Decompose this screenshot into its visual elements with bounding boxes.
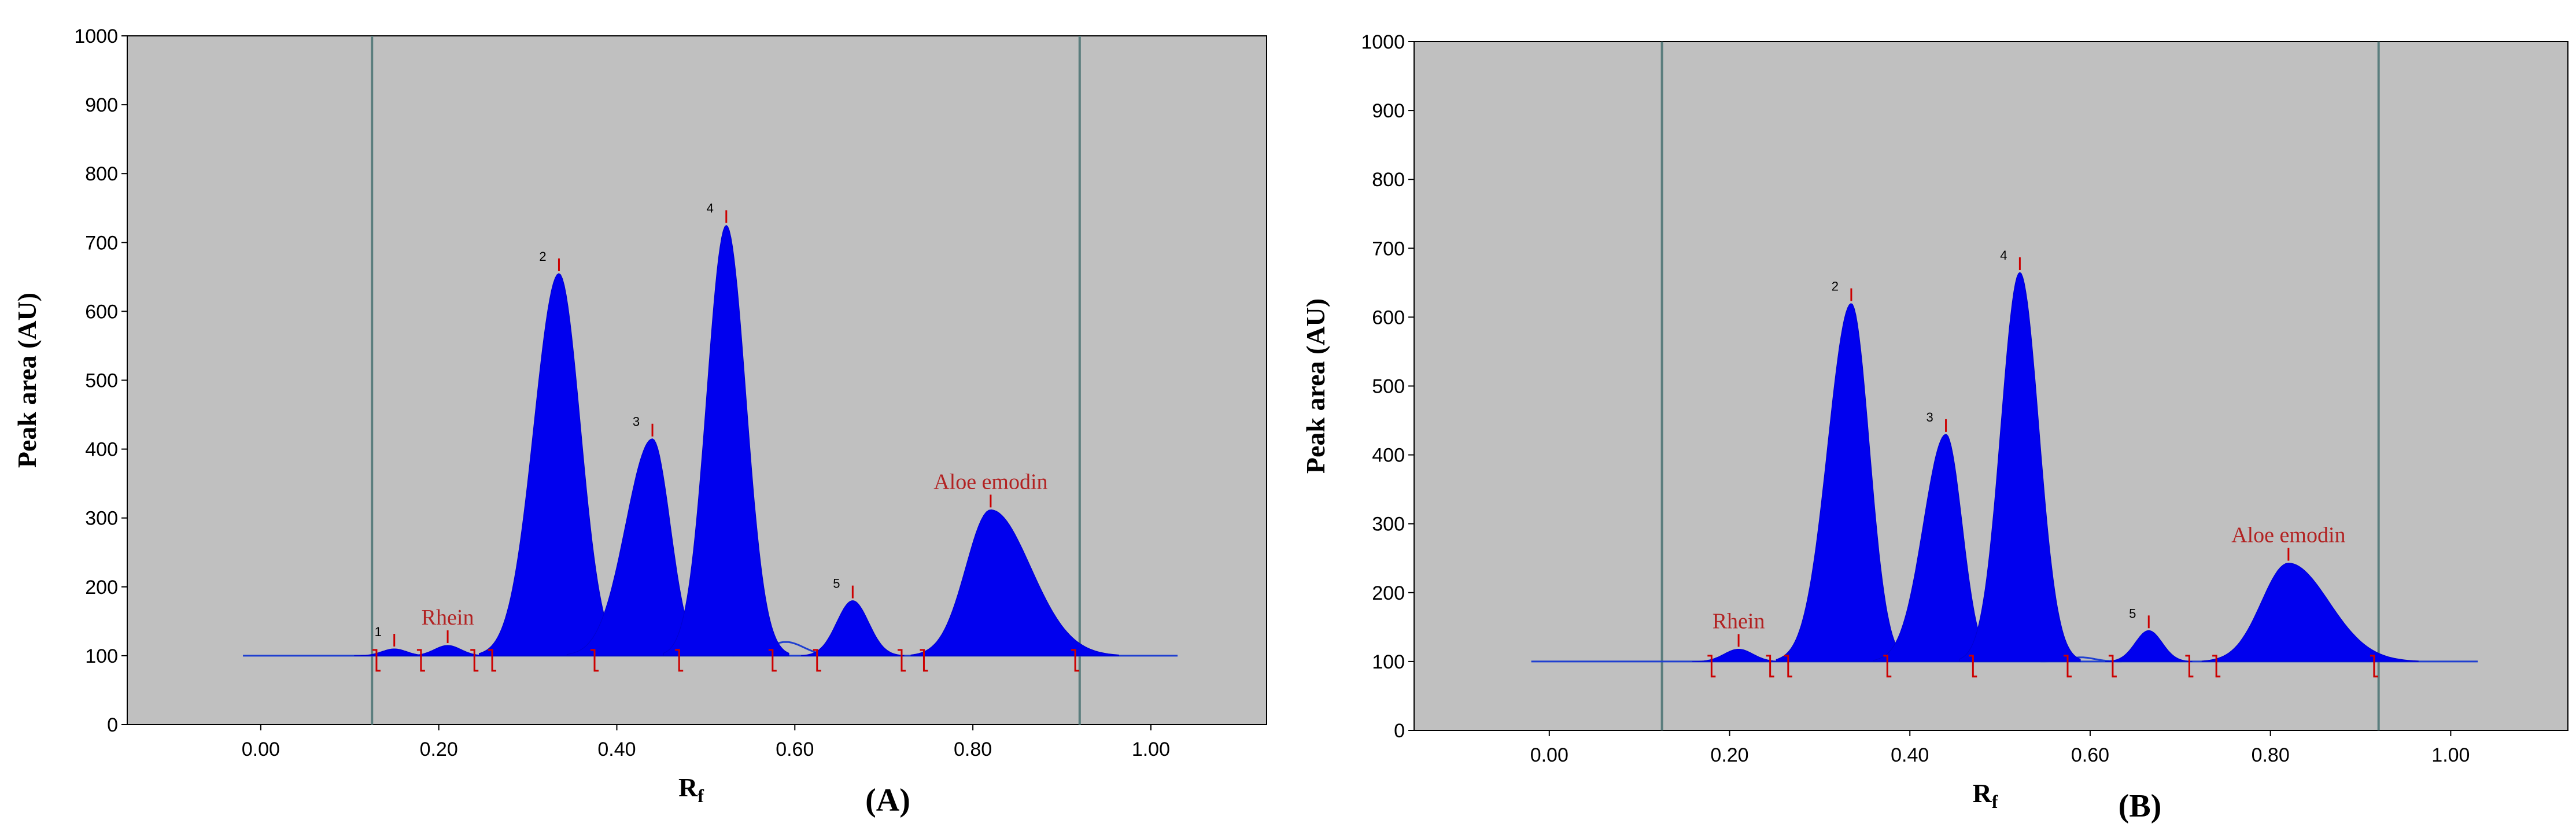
y-tick-label: 0 [107,714,118,736]
integration-marker [813,649,821,672]
y-tick-label: 0 [1394,720,1405,742]
peak-number-label: 4 [707,201,714,216]
integration-marker [920,649,928,672]
y-tick-label: 100 [85,645,118,667]
x-tick-label: 0.40 [1891,744,1929,766]
integration-marker [2370,655,2378,678]
peak-aloe-emodin [910,509,1119,656]
peak-2 [1776,303,1910,662]
peak-number-label: 4 [2000,248,2007,263]
integration-marker [1071,649,1080,672]
integration-marker [372,649,381,672]
x-axis-title: Rf [678,773,704,806]
panel-label: (A) [865,782,910,818]
x-tick-label: 0.00 [1530,744,1569,766]
y-axis-title: Peak area (AU) [1301,298,1330,474]
x-tick-label: 0.20 [1710,744,1748,766]
y-tick-label: 300 [85,508,118,530]
integration-marker [1766,655,1774,678]
peak-4 [1959,272,2081,662]
integration-marker [1969,655,1977,678]
y-tick-label: 800 [1372,169,1405,191]
y-tick-label: 1000 [74,25,118,47]
chart-panel-a: 1 Rhein 2 3 4 5 Aloe emodin 0.00 0.20 0.40 0.60 0.8… [12,25,1267,818]
x-axis-title: Rf [1973,778,1998,812]
y-tick-label: 1000 [1361,31,1405,53]
peak-number-label: 2 [1832,279,1839,294]
peak-number-label: 3 [1926,410,1933,424]
x-tick-label: 0.60 [2071,744,2109,766]
y-tick-label: 700 [1372,238,1405,260]
x-axis-title-subscript: f [1992,791,1998,812]
x-tick-label: 0.80 [2252,744,2290,766]
integration-marker [470,649,479,672]
y-tick-label: 500 [1372,376,1405,398]
x-tick-label: 0.40 [597,738,636,760]
peak-5 [2105,630,2193,662]
x-tick-label: 1.00 [2431,744,2470,766]
peak-number-label: 2 [539,249,546,264]
integration-marker [416,649,425,672]
peak-label: Rhein [1713,609,1765,633]
peak-number-label: 3 [633,415,640,429]
y-axis-title: Peak area (AU) [12,293,42,468]
y-tick-label: 400 [85,439,118,461]
chart-panel-b: Rhein 2 3 4 5 Aloe emodin 0.00 0.20 0.40 0.60 0.80… [1301,31,2568,824]
x-axis-title-main: R [1973,778,1992,808]
peak-aloe-emodin [2201,563,2419,662]
x-tick-label: 0.60 [776,738,814,760]
y-tick-label: 100 [1372,651,1405,673]
integration-marker [488,649,497,672]
x-tick-label: 1.00 [1132,738,1170,760]
peak-number-label: 5 [2129,606,2136,621]
y-tick-label: 600 [85,301,118,323]
peak-label: Aloe emodin [933,470,1047,494]
peak-label: Rhein [422,605,474,630]
integration-marker [1883,655,1892,678]
y-tick-label: 200 [85,577,118,599]
integration-marker [591,649,599,672]
y-tick-label: 300 [1372,514,1405,535]
integration-marker [1707,655,1716,678]
x-tick-label: 0.20 [420,738,458,760]
integration-marker [1784,655,1792,678]
peak-number-label: 5 [833,577,840,591]
peak-label: Aloe emodin [2231,523,2345,548]
y-tick-label: 800 [85,163,118,185]
y-tick-label: 900 [1372,100,1405,122]
integration-marker [2108,655,2117,678]
integration-marker [2185,655,2194,678]
y-tick-label: 500 [85,370,118,392]
peak-rhein [1692,649,1785,662]
integration-marker [897,649,906,672]
peak-4 [663,224,789,656]
y-tick-label: 400 [1372,445,1405,467]
peak-rhein [404,645,491,656]
x-tick-label: 0.80 [954,738,992,760]
integration-marker [768,649,777,672]
x-axis-title-main: R [678,773,698,802]
integration-marker [2212,655,2221,678]
panel-label: (B) [2119,788,2162,824]
y-tick-label: 900 [85,94,118,116]
x-axis-title-subscript: f [697,785,704,806]
peak-number-label: 1 [375,625,382,639]
integration-marker [2063,655,2072,678]
y-tick-label: 200 [1372,582,1405,604]
y-tick-label: 700 [85,232,118,254]
integration-marker [675,649,684,672]
y-tick-label: 600 [1372,306,1405,328]
x-tick-label: 0.00 [242,738,280,760]
